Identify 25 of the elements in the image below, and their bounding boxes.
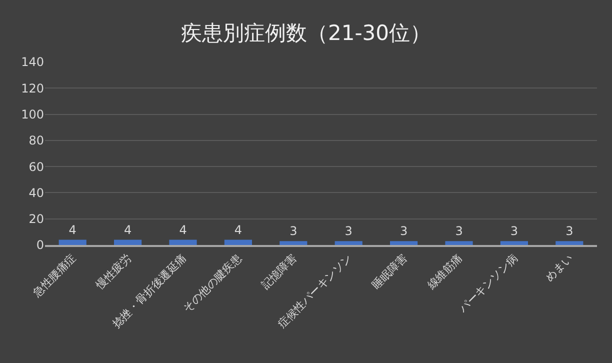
data-label: 3: [455, 224, 463, 238]
data-label: 3: [510, 224, 518, 238]
x-tick-label: 線維筋痛: [424, 252, 466, 293]
y-tick-label: 40: [28, 186, 44, 200]
x-tick-label: めまい: [542, 252, 576, 284]
y-tick-label: 0: [36, 238, 44, 252]
data-label: 3: [566, 224, 574, 238]
data-label: 3: [344, 224, 352, 238]
data-label: 3: [290, 224, 298, 238]
x-tick-label: 記憶障害: [259, 252, 300, 292]
y-tick-label: 140: [21, 55, 44, 70]
x-tick-label: 慢性疲労: [92, 252, 134, 293]
chart-title: 疾患別症例数（21-30位）: [180, 21, 432, 46]
data-label: 3: [400, 224, 408, 238]
x-tick-label: 睡眠障害: [370, 252, 410, 292]
data-label: 4: [124, 222, 132, 237]
y-tick-label: 80: [28, 134, 44, 148]
y-tick-label: 20: [28, 212, 44, 226]
y-tick-label: 120: [21, 81, 44, 96]
data-label: 4: [179, 222, 187, 237]
data-label: 4: [68, 222, 76, 237]
data-label: 4: [234, 222, 242, 237]
y-tick-label: 100: [21, 107, 44, 122]
y-tick-label: 60: [28, 160, 44, 174]
x-tick-label: 急性腰痛症: [30, 252, 79, 300]
